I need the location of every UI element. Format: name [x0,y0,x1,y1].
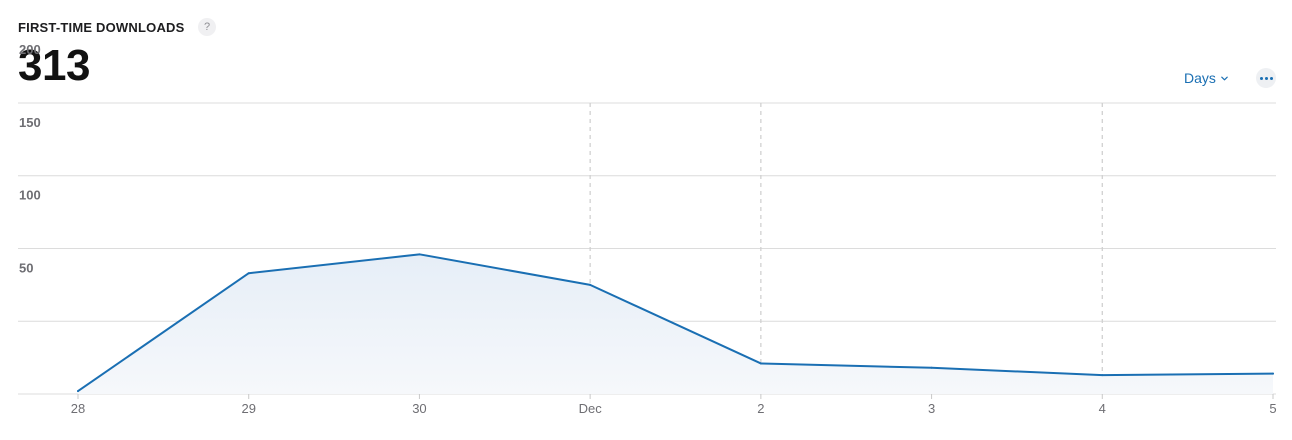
data-point-3 [930,366,933,369]
more-options-button[interactable] [1256,68,1276,88]
y-tick-label-50: 50 [19,260,33,275]
x-tick-label-30: 30 [412,401,426,416]
x-tick-label-5: 5 [1269,401,1276,416]
data-point-29 [247,272,250,275]
y-tick-label-150: 150 [19,115,41,130]
chevron-down-icon [1221,76,1228,80]
x-tick-label-28: 28 [71,401,85,416]
period-dropdown-label: Days [1184,70,1216,86]
series-line [77,253,1274,393]
data-point-28 [77,390,79,393]
x-tick-label-29: 29 [241,401,255,416]
help-icon[interactable]: ? [198,18,216,36]
period-dropdown[interactable]: Days [1184,70,1229,86]
data-point-4 [1101,374,1104,377]
metric-title: FIRST-TIME DOWNLOADS [18,20,185,35]
x-tick-label-3: 3 [928,401,935,416]
y-tick-label-100: 100 [19,188,41,203]
data-point-Dec [589,283,592,286]
x-tick-label-2: 2 [757,401,764,416]
data-point-30 [418,253,421,256]
x-tick-label-Dec: Dec [579,401,603,416]
data-point-2 [759,362,762,365]
y-tick-label-200: 200 [19,42,41,57]
data-point-5 [1272,372,1274,375]
ellipsis-icon [1259,76,1273,80]
metric-value: 313 [18,41,90,90]
x-tick-label-4: 4 [1099,401,1106,416]
